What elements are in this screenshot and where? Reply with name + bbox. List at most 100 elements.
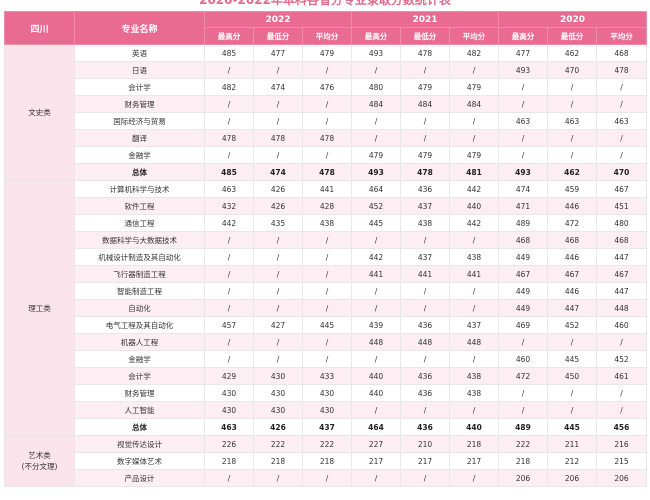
score-cell: 474	[498, 180, 548, 198]
score-cell: 448	[351, 333, 401, 351]
major-name: 国际经济与贸易	[74, 112, 205, 130]
score-cell: 206	[596, 469, 647, 487]
major-header: 专业名称	[74, 11, 205, 45]
score-cell: 463	[547, 112, 597, 130]
score-cell: 478	[204, 129, 254, 147]
score-cell: 222	[498, 435, 548, 453]
metric-header: 最高分	[498, 27, 548, 45]
score-cell: /	[302, 248, 352, 266]
score-cell: /	[302, 112, 352, 130]
score-cell: /	[498, 146, 548, 164]
score-cell: /	[351, 129, 401, 147]
score-cell: 462	[547, 163, 597, 181]
score-cell: 216	[596, 435, 647, 453]
score-cell: /	[253, 146, 303, 164]
score-cell: /	[302, 231, 352, 249]
score-cell: /	[351, 112, 401, 130]
score-cell: /	[204, 469, 254, 487]
score-cell: /	[204, 282, 254, 300]
score-cell: 430	[302, 401, 352, 419]
score-cell: /	[351, 231, 401, 249]
score-cell: 222	[253, 435, 303, 453]
score-cell: 446	[547, 248, 597, 266]
score-cell: /	[596, 78, 647, 96]
score-cell: 442	[449, 214, 499, 232]
score-cell: 449	[498, 282, 548, 300]
score-cell: 474	[253, 78, 303, 96]
score-cell: 432	[204, 197, 254, 215]
score-cell: /	[449, 61, 499, 79]
major-name: 自动化	[74, 299, 205, 317]
score-cell: /	[204, 231, 254, 249]
score-cell: 430	[253, 367, 303, 385]
score-cell: 474	[253, 163, 303, 181]
score-cell: /	[547, 401, 597, 419]
score-cell: 493	[498, 61, 548, 79]
major-name: 会计学	[74, 367, 205, 385]
score-cell: 480	[351, 78, 401, 96]
score-cell: 478	[400, 163, 450, 181]
score-cell: /	[498, 401, 548, 419]
score-cell: 218	[302, 452, 352, 470]
score-cell: 218	[204, 452, 254, 470]
score-cell: /	[302, 282, 352, 300]
score-cell: /	[449, 299, 499, 317]
score-cell: 437	[302, 418, 352, 436]
major-name: 财务管理	[74, 95, 205, 113]
score-cell: 452	[351, 197, 401, 215]
score-cell: 467	[596, 180, 647, 198]
score-cell: /	[253, 95, 303, 113]
score-cell: /	[400, 61, 450, 79]
score-cell: 218	[449, 435, 499, 453]
score-cell: 485	[204, 44, 254, 62]
score-cell: /	[351, 282, 401, 300]
table-row: 理工类 计算机科学与技术 463 426 441 464 436 442 474 459 467	[4, 180, 647, 436]
score-cell: 440	[351, 384, 401, 402]
score-cell: /	[547, 78, 597, 96]
score-cell: 218	[253, 452, 303, 470]
score-cell: 430	[253, 384, 303, 402]
score-cell: /	[596, 146, 647, 164]
score-cell: 463	[204, 180, 254, 198]
score-cell: /	[253, 469, 303, 487]
score-cell: 478	[302, 163, 352, 181]
score-cell: /	[400, 299, 450, 317]
major-name: 机械设计制造及其自动化	[74, 248, 205, 266]
score-cell: 463	[204, 418, 254, 436]
total-row: 总体 485 474 478 493 478 481 493 462 470	[5, 163, 647, 181]
score-cell: 493	[498, 163, 548, 181]
score-cell: /	[400, 112, 450, 130]
score-cell: 210	[400, 435, 450, 453]
score-cell: 218	[498, 452, 548, 470]
score-cell: 440	[449, 197, 499, 215]
score-cell: 477	[498, 44, 548, 62]
score-cell: 448	[400, 333, 450, 351]
score-cell: 441	[400, 265, 450, 283]
score-cell: /	[400, 469, 450, 487]
score-cell: /	[596, 129, 647, 147]
score-cell: /	[204, 112, 254, 130]
score-cell: 436	[400, 316, 450, 334]
table-row: 产品设计 / / / / //206 206 206	[5, 469, 647, 487]
score-cell: /	[351, 61, 401, 79]
score-cell: 464	[351, 418, 401, 436]
major-name: 财务管理	[74, 384, 205, 402]
score-cell: 479	[400, 146, 450, 164]
score-cell: 428	[302, 197, 352, 215]
score-cell: 464	[351, 180, 401, 198]
table-row: 机器人工程 / //448 448 448// /	[5, 333, 647, 351]
table-row: 电气工程及其自动化 457 427 445 439 436 437 469 452 460	[5, 316, 647, 334]
major-name: 会计学	[74, 78, 205, 96]
score-cell: 448	[449, 333, 499, 351]
score-cell: /	[351, 469, 401, 487]
metric-header: 最低分	[253, 27, 303, 45]
score-cell: /	[498, 78, 548, 96]
score-cell: 215	[596, 452, 647, 470]
score-cell: 438	[302, 214, 352, 232]
score-cell: 435	[253, 214, 303, 232]
table-row: 通信工程 442 435 438 445 438 442 489 472 480	[5, 214, 647, 232]
score-cell: 430	[253, 401, 303, 419]
score-cell: 441	[351, 265, 401, 283]
score-cell: /	[400, 231, 450, 249]
score-cell: /	[302, 146, 352, 164]
